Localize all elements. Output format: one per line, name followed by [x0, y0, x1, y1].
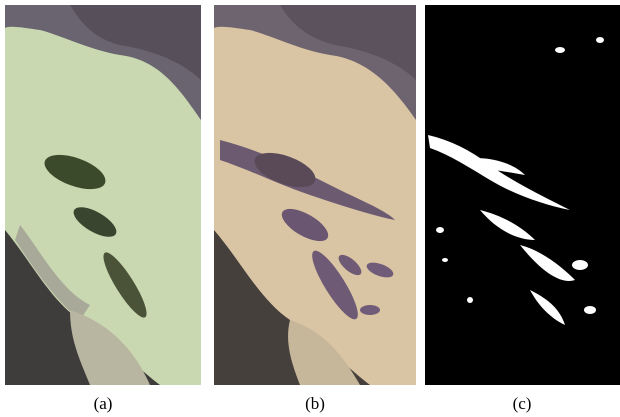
images	[0, 0, 620, 390]
figure: (a) (b) (c)	[0, 0, 620, 417]
caption-c: (c)	[482, 394, 562, 414]
image-b	[214, 5, 416, 385]
caption-a: (a)	[63, 394, 143, 414]
image-c	[425, 5, 620, 385]
image-a	[5, 5, 201, 385]
caption-b: (b)	[275, 394, 355, 414]
